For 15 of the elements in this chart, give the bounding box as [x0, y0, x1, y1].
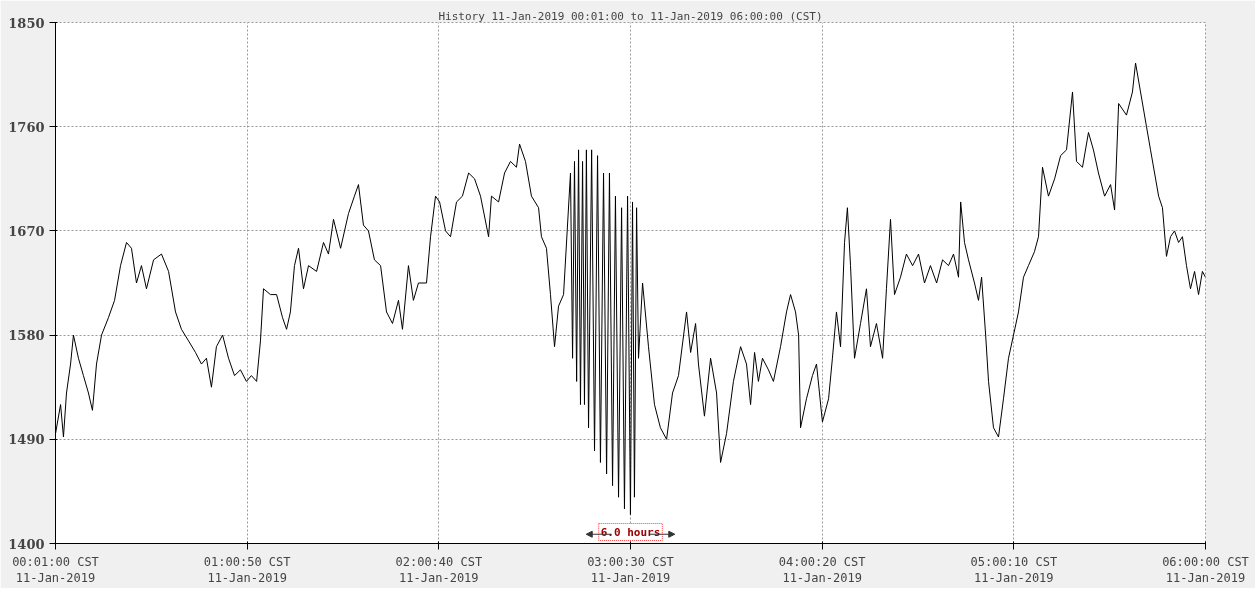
y-tick-label: 1490 [8, 432, 45, 448]
x-tick-label: 05:00:10 CST 11-Jan-2019 [970, 554, 1058, 586]
y-tick-label: 1760 [8, 119, 45, 135]
y-tick-label: 1850 [8, 15, 45, 31]
x-tick-label: 04:00:20 CST 11-Jan-2019 [778, 554, 866, 586]
chart-title: History 11-Jan-2019 00:01:00 to 11-Jan-2019 06:00:00 (CST) [438, 9, 823, 23]
annotation: 6.0 hours [600, 525, 661, 539]
y-tick-label: 1580 [8, 328, 45, 344]
y-tick-label: 1400 [8, 536, 45, 552]
x-tick-label: 00:01:00 CST 11-Jan-2019 [12, 554, 99, 586]
x-tick-label: 03:00:30 CST 11-Jan-2019 [587, 554, 674, 586]
y-tick-label: 1670 [8, 223, 45, 239]
x-tick-label: 06:00:00 CST 11-Jan-2019 [1162, 554, 1249, 586]
x-tick-label: 02:00:40 CST 11-Jan-2019 [395, 554, 483, 586]
x-tick-label: 01:00:50 CST 11-Jan-2019 [203, 554, 291, 586]
